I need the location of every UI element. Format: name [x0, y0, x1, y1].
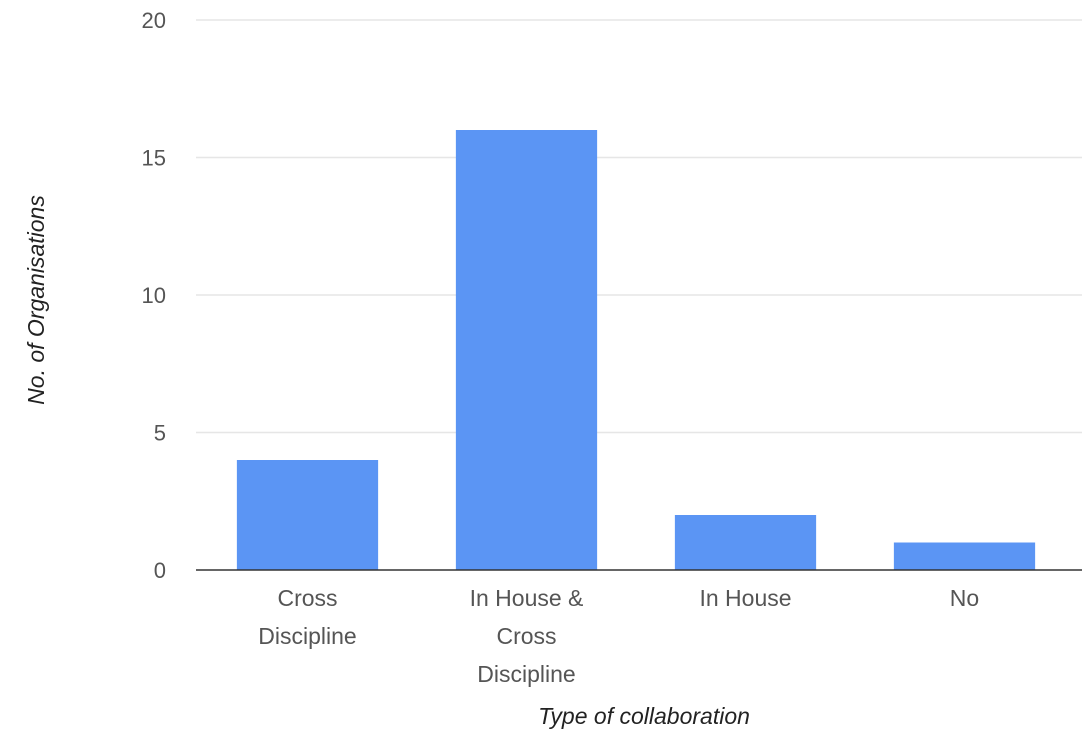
x-category-label: Cross Discipline [258, 585, 356, 649]
y-tick-label-10: 10 [142, 283, 166, 308]
y-axis-title: No. of Organisations [23, 195, 49, 405]
x-category-label: In House [699, 585, 791, 611]
x-axis-category-labels: Cross Discipline In House & Cross Discipline… [258, 585, 979, 687]
x-category-label: No [950, 585, 979, 611]
y-tick-label-15: 15 [142, 146, 166, 171]
y-axis-ticks: 0 5 10 15 20 [142, 8, 166, 583]
y-tick-label-0: 0 [154, 558, 166, 583]
x-category-label: In House & Cross Discipline [470, 585, 584, 687]
bar-no [893, 542, 1036, 570]
y-tick-label-5: 5 [154, 421, 166, 446]
bar-in-house-cross-discipline [455, 130, 598, 570]
bar-cross-discipline [236, 460, 379, 570]
gridlines [196, 19, 1082, 434]
y-tick-label-20: 20 [142, 8, 166, 33]
bar-in-house [674, 515, 817, 570]
bars [236, 130, 1036, 570]
x-axis-title: Type of collaboration [538, 703, 750, 729]
